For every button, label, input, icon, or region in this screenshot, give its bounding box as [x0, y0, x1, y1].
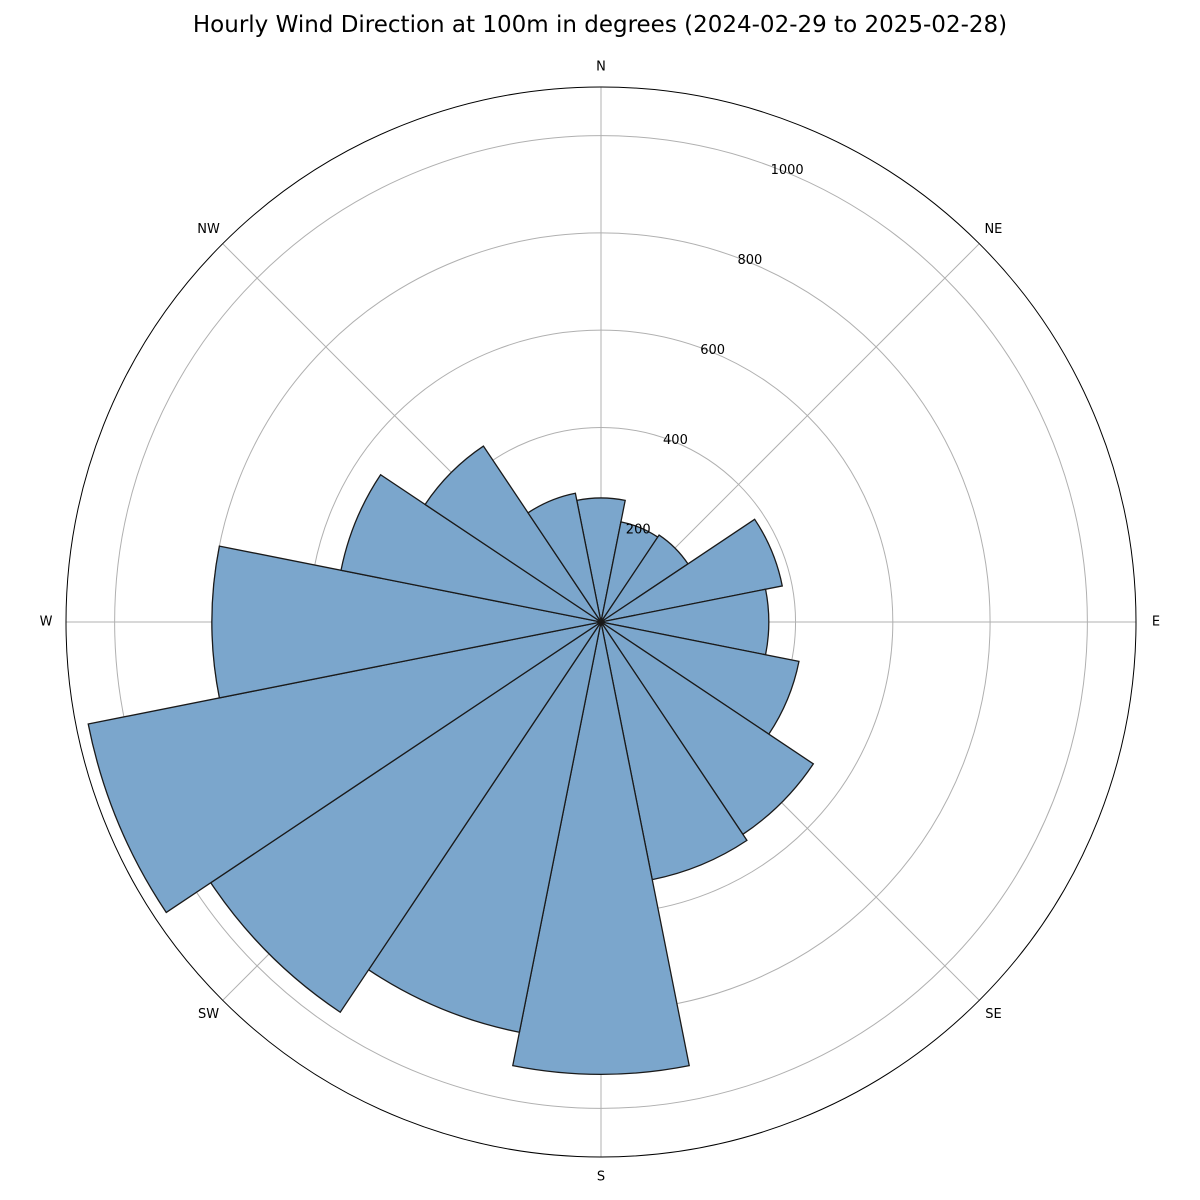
bar-180deg [511, 621, 691, 1075]
direction-label-S: S [597, 1170, 605, 1185]
bar-315deg [424, 445, 602, 623]
direction-bars [87, 445, 815, 1075]
direction-label-NW: NW [197, 222, 220, 237]
r-tick-label-800: 800 [737, 253, 762, 268]
bar-247.5deg [87, 621, 602, 914]
r-tick-label-1000: 1000 [771, 163, 804, 178]
outer-ring [65, 86, 1137, 1158]
direction-label-SW: SW [198, 1007, 219, 1022]
bar-202.5deg [367, 621, 602, 1034]
direction-label-N: N [596, 60, 606, 75]
axis-labels: N NE E SE S SW W NW 200 400 600 800 1000 [40, 60, 1161, 1185]
bar-67.5deg [600, 518, 784, 623]
bar-225deg [209, 621, 602, 1014]
bar-292.5deg [340, 473, 602, 623]
bar-337.5deg [527, 492, 602, 623]
direction-label-SE: SE [985, 1007, 1001, 1022]
direction-label-NE: NE [984, 222, 1002, 237]
r-tick-label-200: 200 [626, 523, 651, 538]
r-tick-label-600: 600 [700, 343, 725, 358]
chart-title: Hourly Wind Direction at 100m in degrees… [192, 12, 1008, 38]
bar-270deg [211, 545, 602, 699]
direction-label-E: E [1152, 615, 1160, 630]
direction-label-W: W [40, 615, 53, 630]
r-tick-label-400: 400 [663, 433, 688, 448]
